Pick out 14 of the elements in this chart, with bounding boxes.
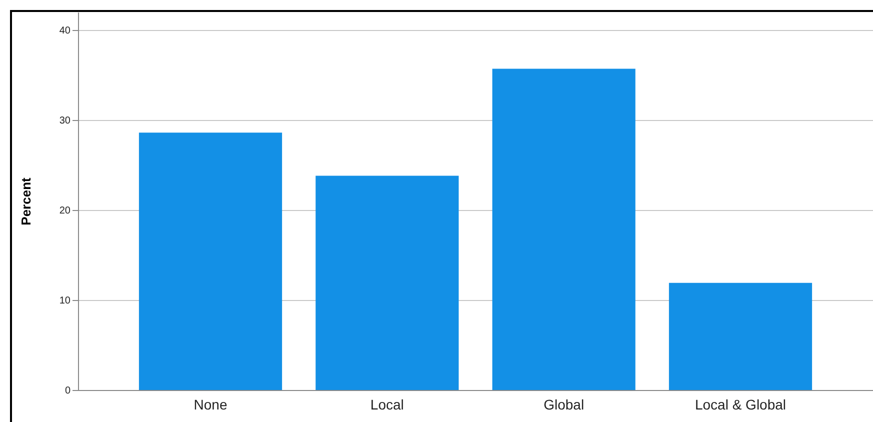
x-tick-label: Global: [544, 396, 584, 412]
bar: [492, 68, 636, 390]
y-tick-label: 20: [59, 206, 71, 216]
y-tick-label: 10: [59, 296, 71, 306]
y-tick-label: 30: [59, 116, 71, 126]
y-tick-label: 40: [59, 26, 71, 36]
bar: [138, 132, 282, 390]
y-axis-title: Percent: [18, 176, 34, 226]
bar: [668, 282, 812, 390]
x-tick-label: Local: [370, 396, 404, 412]
x-tick-label: Local & Global: [694, 396, 786, 412]
y-tick-label: 0: [64, 386, 71, 396]
x-tick-label: None: [194, 396, 228, 412]
bar: [316, 176, 459, 390]
